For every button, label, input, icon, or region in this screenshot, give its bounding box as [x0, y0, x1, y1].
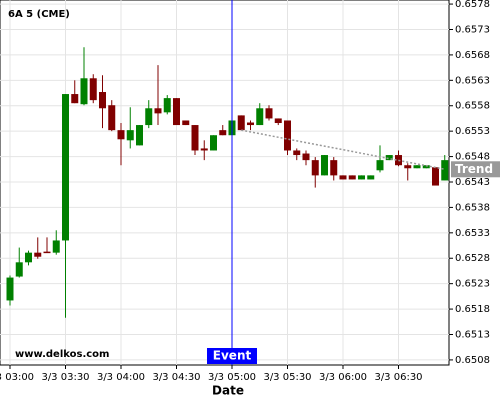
- trend-label-box: [451, 161, 500, 178]
- candle-body: [311, 160, 319, 176]
- candle-body: [284, 120, 291, 151]
- y-tick-label: 0.6523: [455, 279, 490, 290]
- candle-body: [6, 277, 14, 301]
- candle-body: [358, 175, 365, 180]
- candle-body: [441, 160, 449, 181]
- x-tick-label: 3/3 05:00: [208, 372, 256, 383]
- y-tick-label: 0.6578: [455, 0, 490, 10]
- candle-body: [52, 240, 60, 253]
- x-tick-label: 3/3 03:30: [41, 372, 89, 383]
- candle-body: [385, 155, 393, 161]
- candle-body: [89, 78, 97, 101]
- candle-body: [210, 135, 217, 151]
- x-tick-label: 3/3 06:30: [374, 372, 422, 383]
- candle-body: [34, 252, 42, 257]
- candle-body: [62, 94, 69, 241]
- candle-body: [293, 150, 301, 156]
- trend-line: [241, 129, 445, 171]
- candle-body: [432, 167, 439, 186]
- candle-body: [25, 252, 32, 263]
- candle-body: [71, 94, 79, 104]
- x-tick-label: 3/3 04:00: [97, 372, 145, 383]
- marks: [6, 47, 449, 318]
- candle-body: [265, 108, 273, 119]
- y-tick-label: 0.6553: [455, 126, 490, 137]
- candle-body: [117, 130, 125, 140]
- candle-body: [348, 175, 356, 180]
- y-tick-label: 0.6573: [455, 24, 490, 35]
- trend-label: Trend: [455, 162, 493, 176]
- y-tick-label: 0.6528: [455, 253, 490, 264]
- candle-body: [367, 175, 375, 180]
- candle-body: [413, 165, 421, 169]
- candle-body: [321, 155, 328, 176]
- candle-body: [247, 122, 254, 126]
- y-tick-label: 0.6543: [455, 177, 490, 188]
- y-tick-label: 0.6558: [455, 101, 490, 112]
- candle-body: [163, 98, 171, 113]
- candle-body: [43, 251, 51, 254]
- candle-body: [173, 98, 180, 126]
- candle-body: [15, 262, 23, 277]
- candle-body: [182, 120, 190, 126]
- y-tick-label: 0.6518: [455, 304, 490, 315]
- candle-body: [80, 78, 88, 105]
- y-tick-label: 0.6548: [455, 152, 490, 163]
- candle-body: [302, 153, 310, 161]
- candle-body: [256, 108, 264, 126]
- watermark: www.delkos.com: [15, 349, 109, 360]
- candle-body: [404, 165, 412, 169]
- candle-body: [200, 148, 208, 151]
- x-tick-label: 3/3 04:30: [152, 372, 200, 383]
- y-tick-label: 0.6563: [455, 75, 490, 86]
- candle-body: [191, 125, 199, 151]
- candle-body: [274, 118, 282, 124]
- event-label-box: [207, 348, 257, 364]
- candle-body: [339, 175, 347, 180]
- plot-area: [0, 0, 450, 366]
- event-label: Event: [213, 349, 252, 363]
- x-axis-label: Date: [212, 384, 244, 398]
- candle-body: [126, 130, 134, 141]
- x-tick-label: 3/3 05:30: [263, 372, 311, 383]
- candle-body: [145, 108, 153, 126]
- candle-body: [154, 108, 162, 114]
- x-tick-label: 3/3 06:00: [319, 372, 367, 383]
- candle-body: [330, 160, 338, 176]
- y-tick-label: 0.6508: [455, 355, 490, 366]
- x-tick-label: 3/3 03:00: [0, 372, 34, 383]
- candle-body: [422, 165, 430, 169]
- candle-body: [108, 105, 116, 131]
- candle-body: [136, 125, 143, 146]
- y-tick-label: 0.6568: [455, 50, 490, 61]
- y-tick-label: 0.6513: [455, 329, 490, 340]
- chart-title: 6A 5 (CME): [8, 9, 70, 20]
- y-tick-label: 0.6538: [455, 202, 490, 213]
- candle-body: [376, 160, 384, 171]
- candle-body: [99, 92, 106, 109]
- candle-body: [237, 115, 245, 131]
- candle-body: [219, 130, 227, 136]
- y-tick-label: 0.6533: [455, 228, 490, 239]
